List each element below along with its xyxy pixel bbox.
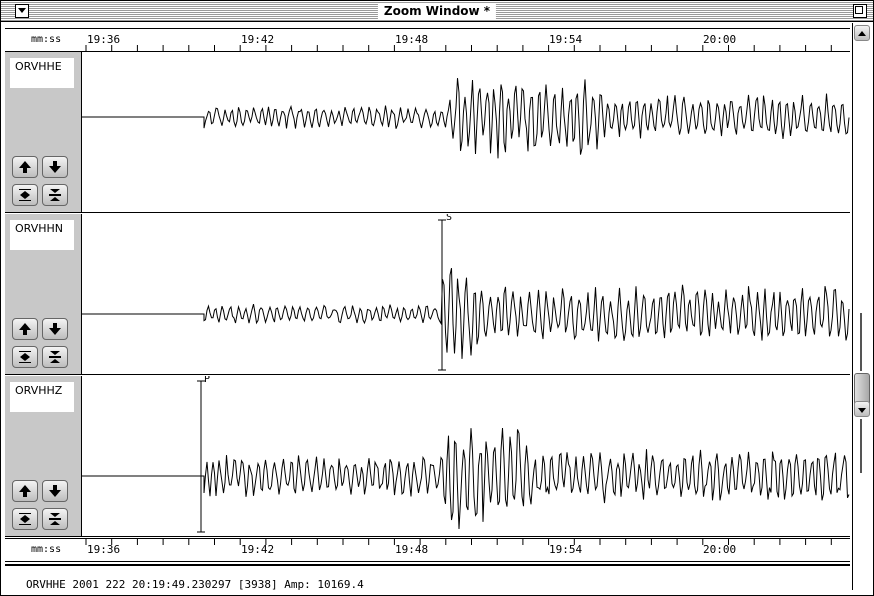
channel-row-hhn: ORVHHN S: [5, 214, 850, 375]
scroll-down-button[interactable]: [854, 401, 870, 417]
scale-down-button[interactable]: [42, 318, 68, 340]
expand-vertical-icon: [19, 351, 31, 363]
scale-up-button[interactable]: [12, 318, 38, 340]
channel-name: ORVHHN: [10, 220, 74, 250]
arrow-up-icon: [19, 323, 31, 335]
time-axis-bottom: mm:ss 19:36 19:42 19:48 19:54 20:00: [5, 538, 850, 562]
arrow-down-icon: [49, 485, 61, 497]
status-bar: ORVHHE 2001 222 20:19:49.230297 [3938] A…: [5, 564, 850, 594]
axis-ticks-top: [85, 45, 832, 51]
status-text: ORVHHE 2001 222 20:19:49.230297 [3938] A…: [26, 578, 364, 591]
compress-button[interactable]: [42, 508, 68, 530]
axis-tick-label: 19:48: [395, 543, 429, 556]
expand-button[interactable]: [12, 508, 38, 530]
compress-vertical-icon: [49, 189, 61, 201]
title-bar[interactable]: Zoom Window *: [1, 1, 873, 22]
compress-vertical-icon: [49, 351, 61, 363]
scale-up-button[interactable]: [12, 480, 38, 502]
arrow-down-icon: [49, 323, 61, 335]
arrow-up-icon: [19, 485, 31, 497]
axis-tick-label: 19:36: [87, 33, 121, 46]
channel-controls: ORVHHE: [5, 52, 82, 212]
scroll-up-icon: [858, 31, 866, 36]
compress-vertical-icon: [49, 513, 61, 525]
axis-tick-label: 19:54: [549, 543, 583, 556]
pick-label-p: P: [204, 376, 210, 385]
compress-button[interactable]: [42, 346, 68, 368]
scroll-track[interactable]: [860, 419, 862, 473]
waveform-trace: [82, 267, 850, 359]
channel-name: ORVHHE: [10, 58, 74, 88]
scroll-up-button[interactable]: [854, 25, 870, 41]
scroll-track[interactable]: [860, 313, 862, 371]
arrow-up-icon: [19, 161, 31, 173]
axis-tick-label: 20:00: [703, 543, 737, 556]
waveform-hhz[interactable]: P: [82, 376, 850, 536]
pick-label-s: S: [446, 214, 452, 223]
axis-unit-label: mm:ss: [31, 34, 62, 45]
compress-button[interactable]: [42, 184, 68, 206]
axis-ticks-bottom: [85, 539, 832, 545]
waveform-hhe[interactable]: [82, 52, 850, 212]
waveform-trace: [82, 427, 850, 530]
waveform-hhn[interactable]: S: [82, 214, 850, 374]
waveform-trace: [82, 78, 850, 159]
window-title: Zoom Window *: [377, 3, 497, 19]
channel-row-hhe: ORVHHE: [5, 52, 850, 213]
scale-up-button[interactable]: [12, 156, 38, 178]
expand-button[interactable]: [12, 346, 38, 368]
expand-button[interactable]: [12, 184, 38, 206]
scale-down-button[interactable]: [42, 156, 68, 178]
arrow-down-icon: [49, 161, 61, 173]
axis-tick-label: 19:36: [87, 543, 121, 556]
collapse-box-icon[interactable]: [15, 4, 29, 18]
axis-tick-label: 19:42: [241, 33, 275, 46]
axis-tick-label: 19:54: [549, 33, 583, 46]
axis-tick-label: 19:48: [395, 33, 429, 46]
expand-vertical-icon: [19, 513, 31, 525]
scroll-down-icon: [858, 408, 866, 413]
expand-vertical-icon: [19, 189, 31, 201]
channel-row-hhz: ORVHHZ P: [5, 376, 850, 537]
time-axis-top: mm:ss 19:36 19:42 19:48 19:54 20:00: [5, 28, 850, 52]
channel-controls: ORVHHN: [5, 214, 82, 374]
axis-tick-label: 19:42: [241, 543, 275, 556]
channel-controls: ORVHHZ: [5, 376, 82, 536]
vertical-scrollbar[interactable]: [852, 23, 870, 590]
axis-tick-label: 20:00: [703, 33, 737, 46]
scale-down-button[interactable]: [42, 480, 68, 502]
channel-name: ORVHHZ: [10, 382, 74, 412]
zoom-box-icon[interactable]: [853, 4, 867, 18]
axis-unit-label: mm:ss: [31, 544, 62, 555]
